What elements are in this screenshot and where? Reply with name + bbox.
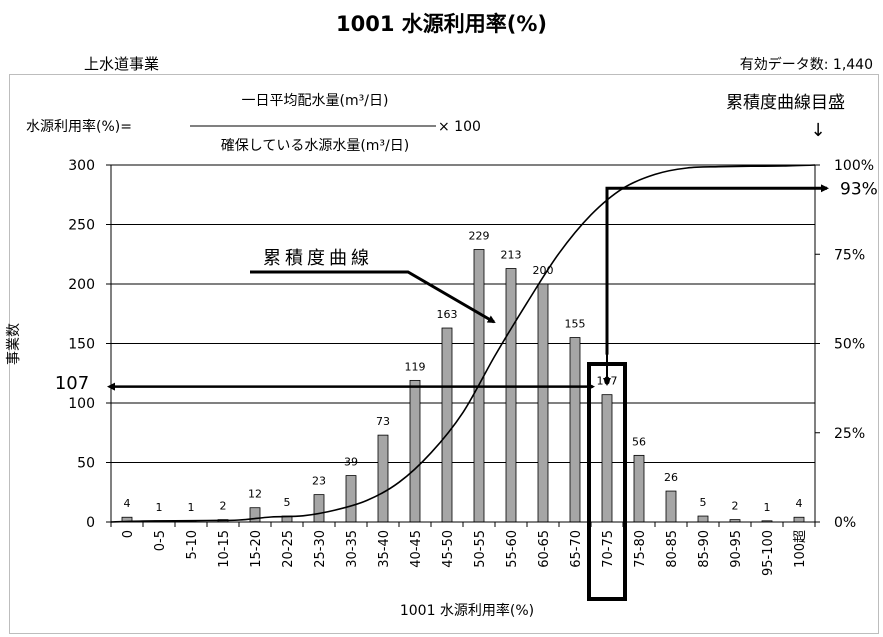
formula-denominator: 確保している水源水量(m³/日)	[221, 138, 409, 154]
x-tick-label: 35-40	[377, 530, 392, 568]
x-tick-label: 95-100	[761, 530, 776, 576]
bar-40-45	[409, 379, 421, 523]
x-axis-label: 1001 水源利用率(%)	[400, 602, 534, 619]
bar-label: 213	[501, 249, 522, 262]
formula-lhs: 水源利用率(%)=	[26, 118, 132, 135]
bar-25-30	[313, 494, 325, 523]
bar-65-70	[569, 337, 581, 523]
bar-55-60	[505, 268, 517, 523]
bar-label: 4	[796, 497, 803, 510]
y2-tick-label: 0%	[834, 515, 856, 531]
x-tick-label: 50-55	[473, 530, 488, 568]
chart-frame	[9, 74, 879, 634]
cumulative-curve	[110, 164, 816, 523]
y-axis-label: 事業数	[6, 323, 22, 365]
bar-label: 23	[312, 475, 326, 488]
y2-tick-label: 100%	[834, 158, 874, 174]
formula-numerator: 一日平均配水量(m³/日)	[242, 93, 389, 109]
chart-title: 1001 水源利用率(%)	[336, 12, 547, 36]
x-tick-label: 45-50	[441, 530, 456, 568]
cumulative-scale-label: 累積度曲線目盛	[726, 93, 845, 113]
bar-45-50	[441, 327, 453, 523]
y2-tick-label: 75%	[834, 247, 865, 263]
bar-75-80	[633, 454, 645, 523]
bar-80-85	[665, 490, 677, 523]
bar-15-20	[249, 507, 261, 523]
value-93-label: 93%	[840, 179, 878, 199]
y-tick-label: 200	[68, 277, 95, 293]
value-107-label: 107	[55, 373, 89, 394]
y-tick-label: 150	[68, 337, 95, 353]
y2-tick-label: 50%	[834, 337, 865, 353]
x-tick-label: 75-80	[633, 530, 648, 568]
x-tick-label: 30-35	[345, 530, 360, 568]
bar-label: 39	[344, 456, 358, 469]
bar-label: 4	[124, 497, 131, 510]
y-tick-label: 100	[68, 396, 95, 412]
y2-tick-label: 25%	[834, 426, 865, 442]
bar-label: 5	[700, 496, 707, 509]
bar-30-35	[345, 475, 357, 523]
bar-label: 73	[376, 415, 390, 428]
cumulative-curve-label: 累積度曲線	[263, 248, 373, 269]
bar-label: 12	[248, 488, 262, 501]
gridlines	[111, 164, 815, 463]
y-tick-label: 50	[77, 456, 95, 472]
x-tick-label: 15-20	[249, 530, 264, 568]
bar-label: 26	[664, 471, 678, 484]
business-type-label: 上水道事業	[84, 55, 160, 73]
value-93-arrow-horizontal	[605, 184, 829, 355]
bar-70-75	[601, 394, 613, 523]
bar-label: 2	[732, 500, 739, 513]
y-axis-ticks: 0 50 100 150 200 250 300	[68, 158, 111, 531]
bar-label: 155	[565, 318, 586, 331]
bar-label: 200	[533, 264, 554, 277]
x-tick-label: 20-25	[281, 530, 296, 568]
bar-label: 2	[220, 500, 227, 513]
x-tick-label: 10-15	[217, 530, 232, 568]
x-tick-label: 85-90	[697, 530, 712, 568]
y-tick-label: 250	[68, 218, 95, 234]
x-tick-label: 70-75	[601, 530, 616, 568]
x-tick-label: 55-60	[505, 530, 520, 568]
y-tick-label: 0	[86, 515, 95, 531]
annotations: 107 93% 累積度曲線	[55, 179, 878, 601]
bar-label: 1	[156, 501, 163, 514]
bar-label: 229	[469, 229, 490, 242]
bar-100超	[793, 516, 805, 523]
bar-label: 5	[284, 496, 291, 509]
bar-85-90	[697, 515, 709, 523]
x-axis-ticks: 0 0-5 5-10 10-15 15-20 20-25 25-30 30-35 35-40 40…	[110, 522, 816, 576]
x-tick-label: 60-65	[537, 530, 552, 568]
x-tick-label: 65-70	[569, 530, 584, 568]
bar-label: 163	[437, 308, 458, 321]
cumulative-scale-arrow: ↓	[810, 120, 825, 141]
bar-value-labels: 4112125233973119163229213200155107562652…	[124, 229, 803, 513]
y-tick-label: 300	[68, 158, 95, 174]
x-tick-label: 40-45	[409, 530, 424, 568]
x-tick-label: 0	[121, 530, 136, 538]
bar-60-65	[537, 283, 549, 523]
bar-label: 119	[405, 360, 426, 373]
x-tick-label: 90-95	[729, 530, 744, 568]
x-tick-label: 5-10	[185, 530, 200, 560]
formula-multiplier: × 100	[438, 119, 481, 135]
x-tick-label: 0-5	[153, 530, 168, 551]
x-tick-label: 80-85	[665, 530, 680, 568]
cumulative-curve-pointer	[250, 270, 496, 324]
bar-label: 56	[632, 435, 646, 448]
bar-label: 1	[764, 501, 771, 514]
x-tick-label: 100超	[793, 530, 808, 568]
bar-label: 1	[188, 501, 195, 514]
y2-axis-ticks: 0% 25% 50% 75% 100%	[815, 158, 874, 531]
x-tick-label: 25-30	[313, 530, 328, 568]
bar-35-40	[377, 434, 389, 523]
valid-data-count: 有効データ数: 1,440	[739, 57, 873, 73]
